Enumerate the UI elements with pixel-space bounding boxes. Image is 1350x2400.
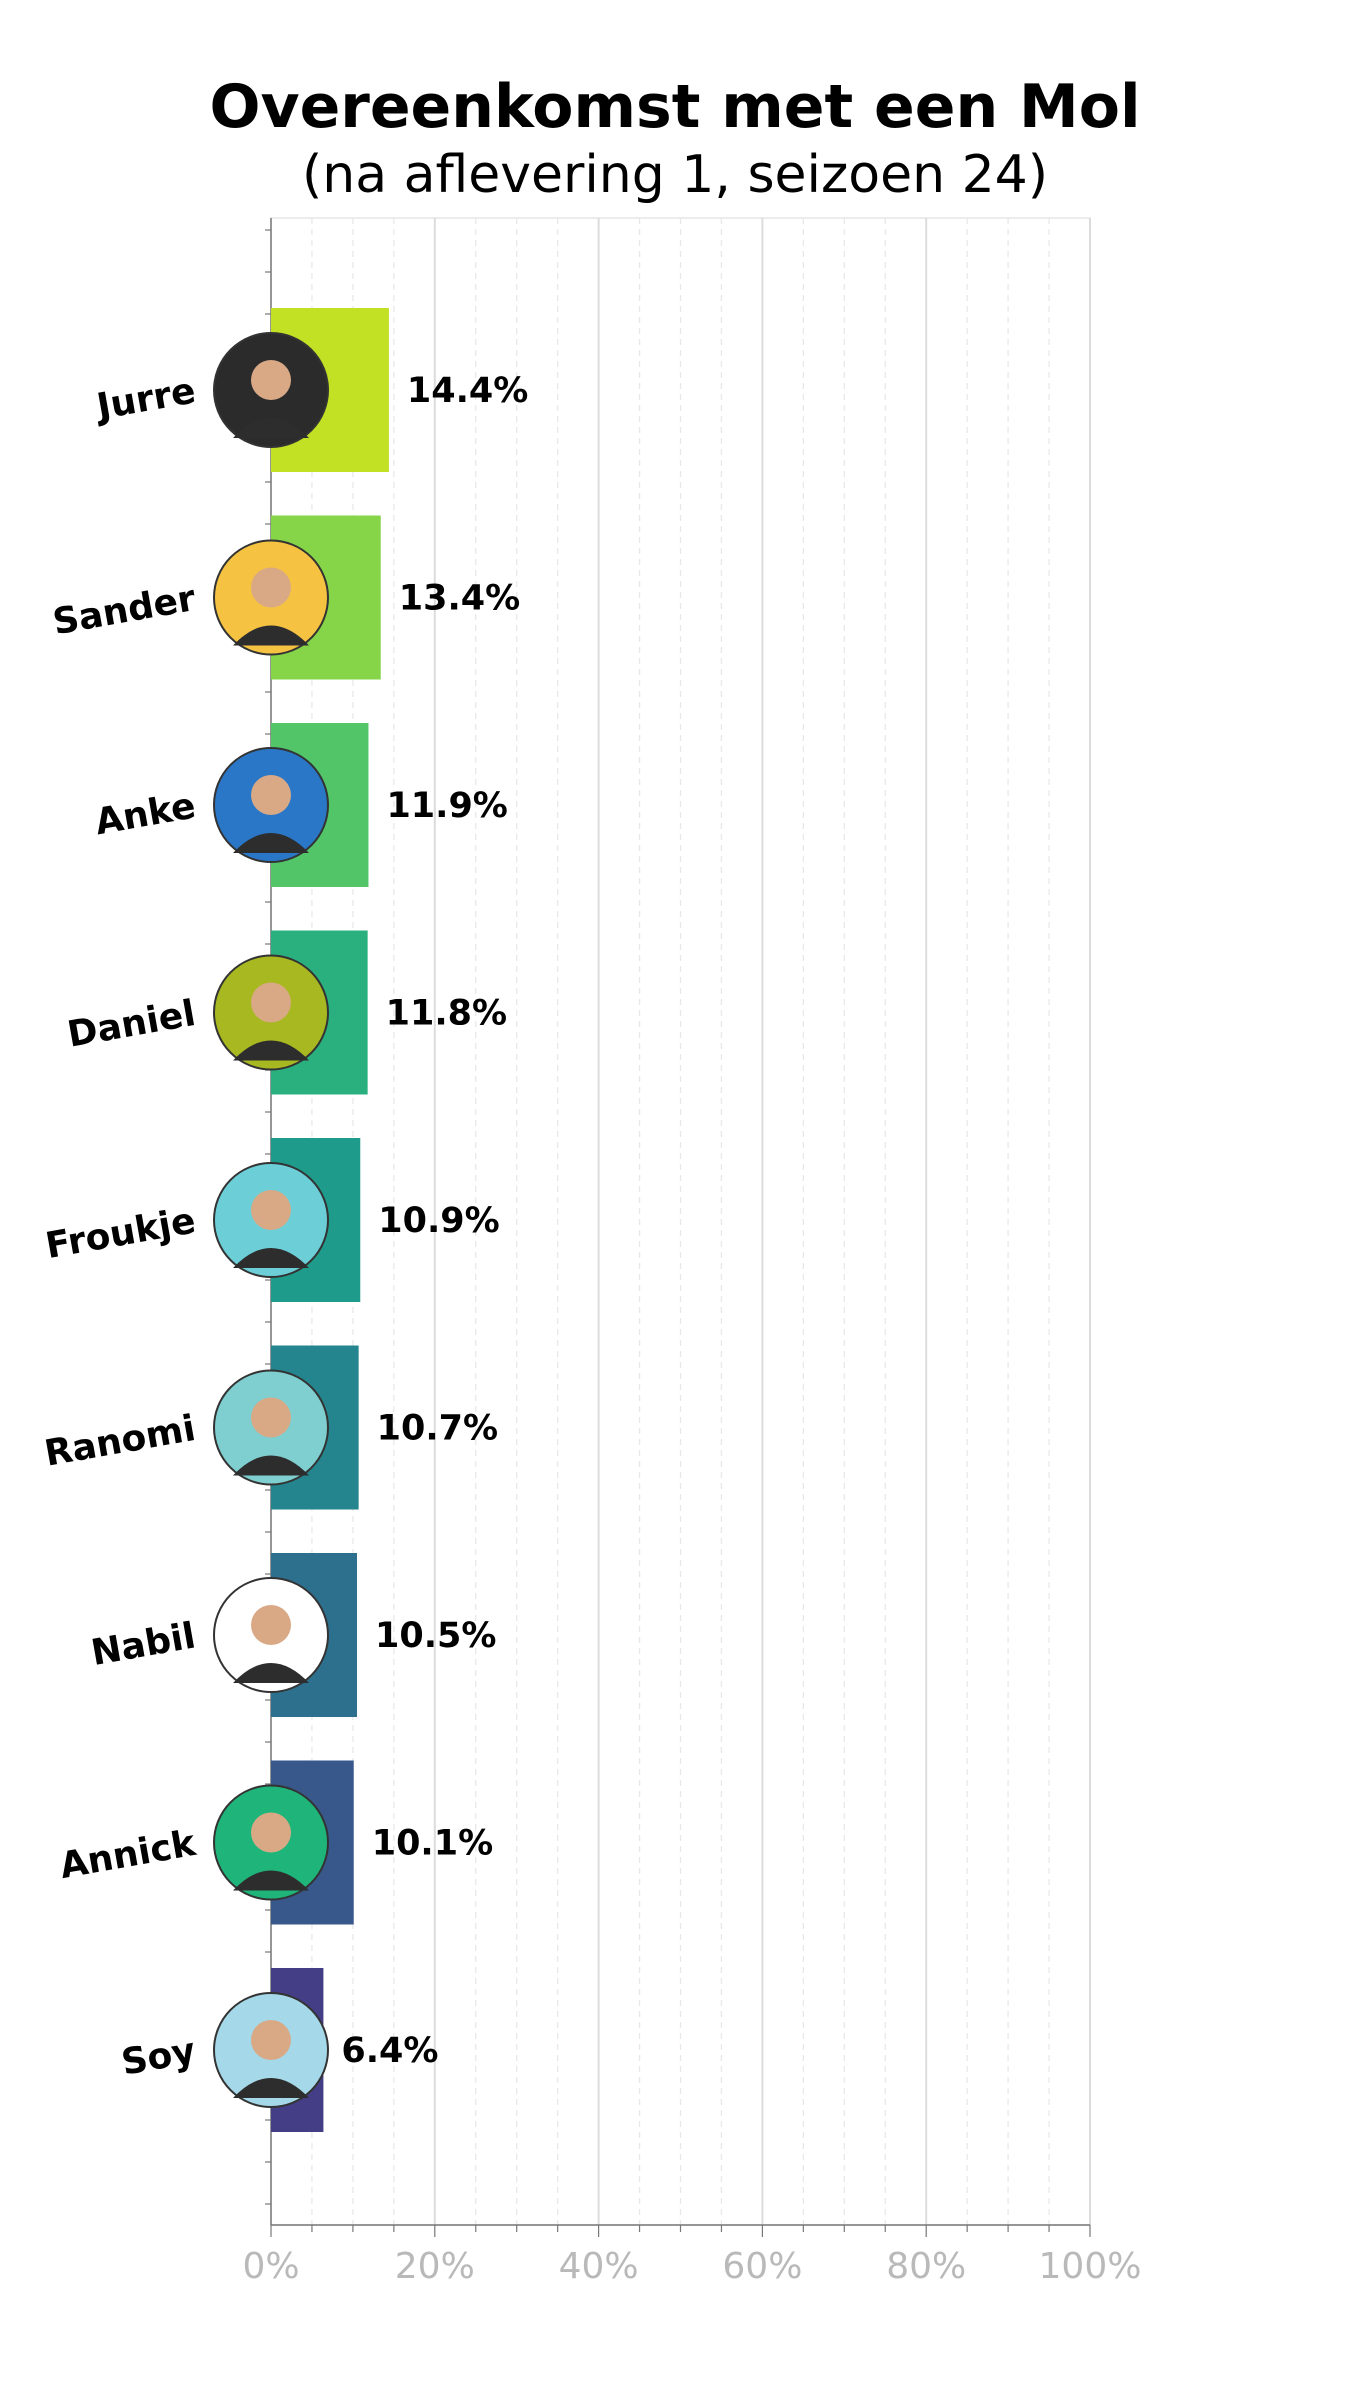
- value-label: 10.5%: [375, 1616, 496, 1656]
- chart-subtitle: (na aflevering 1, seizoen 24): [301, 145, 1049, 205]
- avatar-face: [251, 982, 291, 1023]
- value-label: 13.4%: [399, 579, 520, 619]
- value-label: 14.4%: [407, 371, 528, 411]
- category-label: Daniel: [64, 993, 198, 1056]
- category-label: Soy: [118, 2030, 198, 2083]
- value-label: 11.9%: [386, 786, 507, 826]
- x-tick-label: 80%: [886, 2246, 966, 2287]
- value-label: 10.9%: [378, 1201, 499, 1241]
- category-label: Nabil: [88, 1615, 198, 1674]
- x-tick-label: 0%: [242, 2246, 299, 2287]
- category-label: Ranomi: [42, 1408, 199, 1475]
- value-label: 10.7%: [377, 1409, 498, 1449]
- x-tick-label: 60%: [722, 2246, 802, 2287]
- value-label: 6.4%: [341, 2031, 438, 2071]
- avatar-shoulders: [233, 418, 309, 438]
- avatar-shoulders: [233, 625, 309, 646]
- chart-title: Overeenkomst met een Mol: [209, 72, 1141, 142]
- category-label: Sander: [50, 578, 199, 643]
- x-tick-label: 20%: [395, 2246, 475, 2287]
- avatar-face: [251, 1605, 291, 1645]
- x-tick-label: 100%: [1039, 2246, 1142, 2287]
- avatar-face: [251, 775, 291, 815]
- avatar-face: [251, 1190, 291, 1230]
- x-tick-label: 40%: [559, 2246, 639, 2287]
- avatar-shoulders: [233, 1455, 309, 1476]
- avatar-shoulders: [233, 1248, 309, 1268]
- category-label: Froukje: [43, 1200, 199, 1267]
- avatar-face: [251, 2020, 291, 2060]
- category-label: Anke: [92, 785, 198, 843]
- avatar-shoulders: [233, 1663, 309, 1683]
- avatar-face: [251, 1397, 291, 1438]
- category-label: Jurre: [91, 370, 199, 428]
- avatar-face: [251, 360, 291, 400]
- avatar-shoulders: [233, 1040, 309, 1061]
- category-label: Annick: [57, 1823, 200, 1887]
- avatar-shoulders: [233, 1870, 309, 1891]
- value-label: 11.8%: [386, 994, 507, 1034]
- avatar-face: [251, 567, 291, 608]
- avatar-shoulders: [233, 833, 309, 853]
- value-label: 10.1%: [372, 1824, 493, 1864]
- avatar-face: [251, 1812, 291, 1853]
- avatar-shoulders: [233, 2078, 309, 2098]
